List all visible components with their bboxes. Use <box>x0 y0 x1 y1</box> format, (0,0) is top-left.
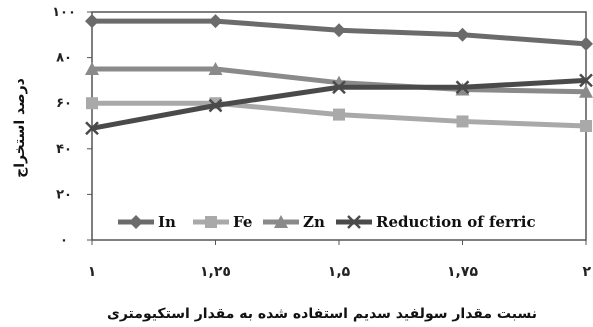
data-point-fe <box>333 108 345 121</box>
series-layer <box>85 14 593 136</box>
data-point-in <box>208 14 223 29</box>
legend-label: Reduction of ferric <box>376 213 536 231</box>
legend: In Fe Zn Reduction of ferric <box>112 206 552 236</box>
series-in <box>85 14 593 51</box>
data-point-zn <box>579 84 593 98</box>
x-tick-label: ١,۵ <box>328 264 351 280</box>
data-point-fe <box>456 115 469 128</box>
data-point-in <box>332 23 346 38</box>
x-axis-label: نسبت مقدار سولفید سدیم استفاده شده به مق… <box>107 306 537 322</box>
y-tick-label: ٠ <box>60 233 68 248</box>
legend-item-in: In <box>118 213 176 231</box>
x-axis-ticks: ١ ١,٢٥ ١,۵ ١,٧۵ ٢ <box>88 240 591 280</box>
plot-area <box>91 11 587 241</box>
legend-label: Zn <box>303 213 325 231</box>
legend-marker <box>205 216 217 228</box>
data-point-reduction-of-ferric <box>455 80 470 95</box>
x-tick-label: ٢ <box>582 264 591 280</box>
y-axis-ticks: ٠ ٢٠ ۴٠ ۶٠ ٨٠ ١٠٠ <box>52 5 92 248</box>
legend-background <box>112 206 552 236</box>
data-point-zn <box>85 62 99 75</box>
data-point-reduction-of-ferric <box>579 73 593 88</box>
legend-item-reduction-of-ferric: Reduction of ferric <box>336 213 536 231</box>
x-tick-label: ١,٧۵ <box>447 264 478 280</box>
data-point-reduction-of-ferric <box>332 80 346 95</box>
data-point-reduction-of-ferric <box>85 121 99 136</box>
y-tick-label: ٢٠ <box>56 187 72 202</box>
data-point-in <box>85 14 99 29</box>
data-point-in <box>579 36 593 51</box>
legend-marker <box>129 215 143 229</box>
legend-label: Fe <box>233 213 252 231</box>
data-point-in <box>455 27 470 42</box>
series-reduction-of-ferric <box>85 73 593 136</box>
x-tick-label: ١ <box>88 264 97 280</box>
legend-label: In <box>158 213 176 231</box>
y-tick-label: ١٠٠ <box>52 5 76 20</box>
y-tick-label: ۶٠ <box>56 96 72 111</box>
legend-marker <box>274 215 288 228</box>
legend-item-fe: Fe <box>193 213 252 231</box>
legend-item-zn: Zn <box>263 213 325 231</box>
data-point-reduction-of-ferric <box>208 98 223 113</box>
y-axis-label: درصد استخراج <box>12 78 28 178</box>
y-tick-label: ۴٠ <box>56 142 72 157</box>
series-fe <box>86 97 592 132</box>
y-tick-label: ٨٠ <box>56 51 72 66</box>
data-point-fe <box>86 97 98 110</box>
x-tick-label: ١,٢٥ <box>200 264 231 280</box>
data-point-fe <box>580 120 592 132</box>
legend-marker <box>347 215 361 229</box>
data-point-zn <box>208 62 223 75</box>
